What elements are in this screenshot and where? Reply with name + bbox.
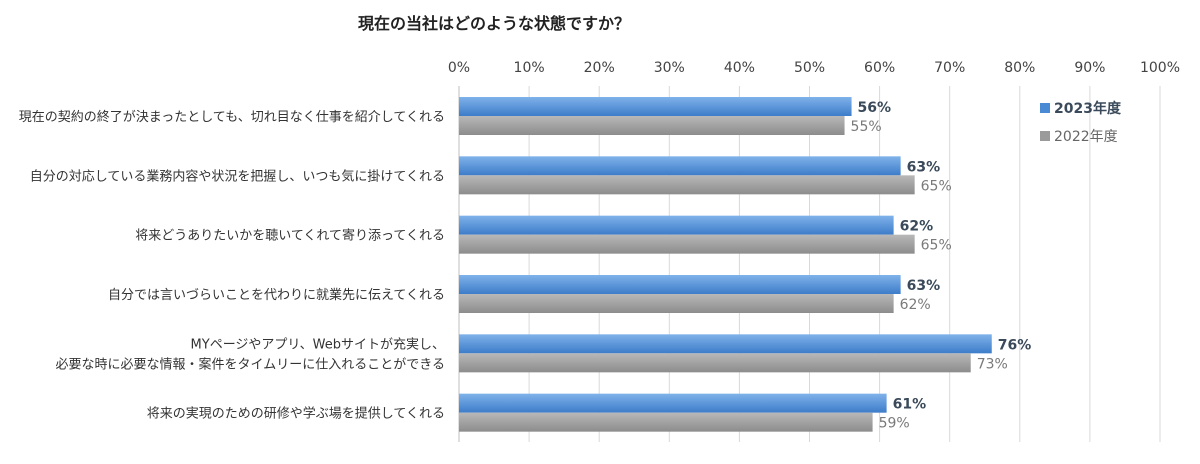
data-label-2022: 73% [977, 356, 1008, 372]
x-tick-label: 90% [1074, 60, 1105, 76]
x-tick-label: 20% [584, 60, 615, 76]
category-label: MYページやアプリ、Webサイトが充実し、 [191, 336, 445, 352]
data-label-2022: 55% [851, 119, 882, 135]
bar-2022 [459, 175, 915, 195]
legend-swatch-2022 [1040, 131, 1050, 141]
data-label-2022: 65% [921, 238, 952, 254]
category-label: 現在の契約の終了が決まったとしても、切れ目なく仕事を紹介してくれる [19, 109, 445, 125]
bar-2022 [459, 234, 915, 254]
x-tick-label: 80% [1004, 60, 1035, 76]
bar-2023 [459, 393, 887, 413]
data-label-2023: 56% [858, 100, 892, 116]
x-tick-label: 30% [654, 60, 685, 76]
x-tick-label: 0% [448, 60, 470, 76]
bar-2023 [459, 334, 992, 354]
x-tick-label: 70% [934, 60, 965, 76]
bar-2023 [459, 275, 901, 294]
bar-2023 [459, 215, 894, 235]
bar-2022 [459, 294, 894, 313]
data-label-2022: 62% [900, 297, 931, 313]
category-label: 自分の対応している業務内容や状況を把握し、いつも気に掛けてくれる [30, 168, 445, 184]
data-label-2023: 63% [907, 159, 941, 175]
x-tick-label: 100% [1140, 60, 1180, 76]
bar-2023 [459, 156, 901, 176]
legend-swatch-2023 [1040, 103, 1050, 113]
category-label: 将来の実現のための研修や学ぶ場を提供してくれる [147, 406, 445, 422]
category-label: 自分では言いづらいことを代わりに就業先に伝えてくれる [108, 287, 445, 303]
x-tick-label: 10% [514, 60, 545, 76]
legend-label-2023: 2023年度 [1054, 100, 1122, 117]
data-label-2023: 61% [893, 397, 927, 413]
data-label-2022: 59% [879, 416, 910, 432]
bar-2022 [459, 116, 845, 135]
x-tick-label: 60% [864, 60, 895, 76]
data-label-2023: 76% [998, 337, 1032, 353]
data-label-2022: 65% [921, 178, 952, 194]
data-label-2023: 63% [907, 278, 941, 294]
category-label: 必要な時に必要な情報・案件をタイムリーに仕入れることができる [56, 357, 445, 372]
legend-label-2022: 2022年度 [1054, 129, 1118, 145]
data-label-2023: 62% [900, 219, 934, 235]
bar-2023 [459, 97, 852, 116]
chart-title: 現在の当社はどのような状態ですか？ [358, 14, 631, 33]
bar-2022 [459, 353, 971, 373]
category-label: 将来どうありたいかを聴いてくれて寄り添ってくれる [135, 228, 445, 244]
x-tick-label: 50% [794, 60, 825, 76]
x-tick-label: 40% [724, 60, 755, 76]
bar-2022 [459, 412, 873, 432]
